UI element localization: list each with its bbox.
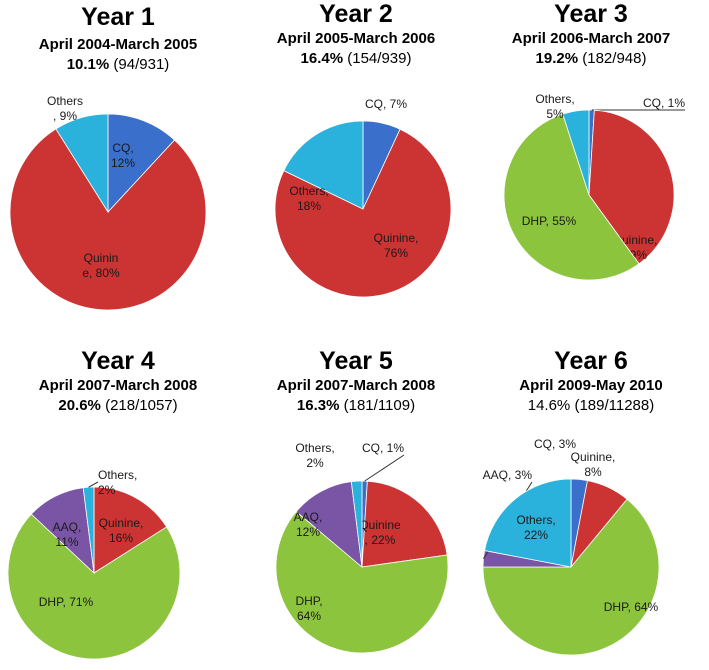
share-percent: 20.6% [58, 397, 101, 414]
data-label-aaq: AAQ, 3% [483, 468, 533, 482]
share-count: (154/939) [347, 50, 412, 67]
chart-share: 20.6% (218/1057) [0, 397, 236, 415]
share-percent: 16.4% [300, 50, 344, 67]
data-label-cq: CQ, 1% [362, 441, 404, 455]
share-count: (218/1057) [105, 397, 178, 414]
chart-title: Year 3 [554, 0, 628, 28]
share-percent: 16.3% [296, 397, 340, 414]
data-label-cq: CQ, 7% [365, 97, 407, 111]
data-label-others: Others, 18% [289, 184, 328, 213]
data-label-dhp: DHP, 71% [39, 595, 94, 609]
chart-panel-year-4: Year 4 April 2007-March 2008 20.6% (218/… [0, 335, 236, 670]
pie-slice-others [350, 480, 363, 568]
data-label-aaq: AAQ, 11% [53, 520, 82, 549]
pie-slice-quinine [274, 128, 452, 298]
data-label-quinine: Quinine, 8% [571, 450, 616, 479]
chart-panel-year-3: Year 3 April 2006-March 2007 19.2% (182/… [473, 0, 709, 335]
pie-slice-quinine [361, 480, 448, 568]
share-percent: 14.6% [527, 397, 571, 414]
chart-panel-year-1: Year 1 April 2004-March 2005 10.1% (94/9… [0, 0, 236, 335]
chart-title: Year 6 [554, 347, 628, 375]
data-label-quinine: Quinine, 16% [99, 516, 144, 545]
chart-panel-year-2: Year 2 April 2005-March 2006 16.4% (154/… [238, 0, 474, 335]
pie-slice-others [484, 478, 572, 568]
data-label-others: Others, 22% [516, 513, 555, 542]
pie-slice-dhp [503, 113, 640, 281]
chart-subtitle: April 2005-March 2006 [276, 30, 436, 47]
chart-subtitle: April 2009-May 2010 [519, 377, 663, 394]
pie-chart-year-6: CQ, 3%Quinine, 8% DHP, 64% AAQ, 3% Others, 22… [482, 437, 660, 656]
chart-subtitle: April 2006-March 2007 [511, 30, 671, 47]
chart-share: 16.3% (181/1109) [238, 397, 474, 415]
share-percent: 19.2% [535, 50, 579, 67]
data-label-dhp: DHP, 64% [295, 594, 322, 623]
data-label-quinine: Quinine, 76% [374, 231, 419, 260]
leader-line [364, 454, 405, 482]
pie-chart-year-2: CQ, 7% Quinine, 76% Others, 18% [274, 97, 452, 298]
pie-chart-year-1: CQ, 12% Quinin e, 80% Others, 9% [9, 94, 207, 311]
pie-slice-dhp [482, 498, 660, 656]
pie-chart-year-5: CQ, 1% Quinine, 22% DHP, 64% AAQ, 12% Others, 2… [275, 441, 449, 654]
chart-subtitle: April 2007-March 2008 [38, 377, 198, 394]
share-count: (181/1109) [343, 397, 416, 414]
leader-line [88, 481, 99, 488]
data-label-aaq: AAQ, 12% [294, 510, 323, 539]
data-label-others: Others, 5% [535, 92, 574, 121]
chart-share: 16.4% (154/939) [238, 50, 474, 68]
chart-share: 10.1% (94/931) [0, 56, 236, 74]
data-label-cq: CQ, 3% [534, 437, 576, 451]
pie-slice-quinine [93, 486, 168, 574]
pie-slice-others [55, 113, 109, 214]
chart-subtitle: April 2007-March 2008 [276, 377, 436, 394]
data-label-quinine: Quinine, 22% [359, 518, 401, 547]
chart-title: Year 1 [81, 3, 155, 31]
pie-slice-quinine [588, 109, 675, 265]
pie-slice-aaq [295, 481, 363, 568]
pie-slice-others [283, 120, 364, 210]
data-label-dhp: DHP, 55% [522, 214, 577, 228]
data-label-quinine: Quinin e, 80% [82, 251, 120, 280]
pie-slice-cq [107, 113, 176, 214]
pie-chart-year-4: Quinine, 16% DHP, 71% AAQ, 11% Others, 2% [7, 468, 181, 660]
chart-title: Year 4 [81, 347, 155, 375]
pie-chart-year-3: CQ, 1%Quinine, 39%DHP, 55%Others, 5% [503, 92, 685, 281]
data-label-cq: CQ, 12% [111, 141, 135, 170]
data-label-others: Others, 2% [98, 468, 137, 497]
share-count: (182/948) [582, 50, 647, 67]
data-label-others: Others, 9% [47, 94, 83, 123]
pie-slice-dhp [275, 511, 449, 654]
chart-title: Year 5 [319, 347, 393, 375]
share-percent: 10.1% [66, 56, 110, 73]
data-label-cq: CQ, 1% [643, 96, 685, 110]
pie-slice-others [562, 109, 590, 196]
data-label-others: Others, 2% [295, 441, 334, 470]
chart-panel-year-5: Year 5 April 2007-March 2008 16.3% (181/… [238, 335, 474, 670]
chart-share: 19.2% (182/948) [473, 50, 709, 68]
share-count: (94/931) [113, 56, 170, 73]
data-label-dhp: DHP, 64% [604, 600, 659, 614]
chart-title: Year 2 [319, 0, 393, 28]
chart-panel-year-6: Year 6 April 2009-May 2010 14.6% (189/11… [473, 335, 709, 670]
share-count: (189/11288) [574, 397, 655, 414]
pie-slice-quinine [9, 128, 207, 311]
chart-subtitle: April 2004-March 2005 [38, 36, 198, 53]
chart-share: 14.6% (189/11288) [473, 397, 709, 415]
pie-slice-dhp [7, 513, 181, 660]
